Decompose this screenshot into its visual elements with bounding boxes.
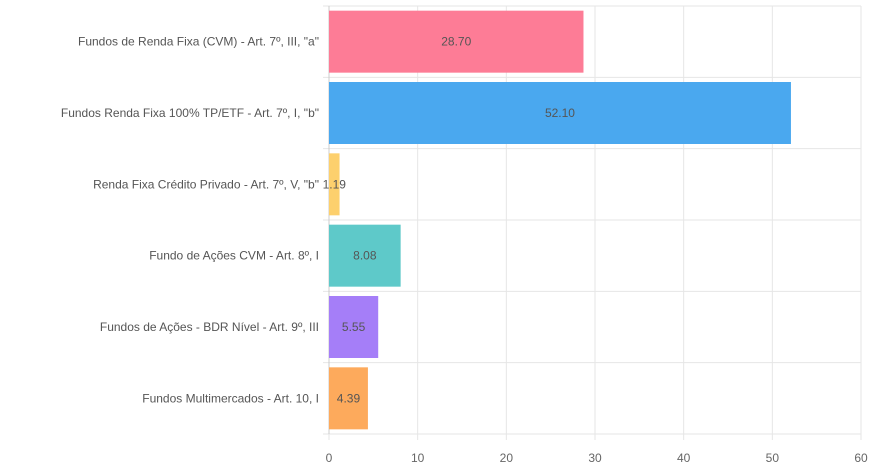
category-label: Renda Fixa Crédito Privado - Art. 7º, V,… bbox=[93, 177, 319, 191]
bar[interactable] bbox=[329, 82, 791, 144]
labels-layer: 0 10 20 30 40 50 60 Fundos de Renda Fixa (CVM) … bbox=[61, 35, 868, 465]
x-tick-label: 10 bbox=[411, 451, 425, 465]
data-label: 4.39 bbox=[337, 391, 361, 405]
category-label: Fundos Multimercados - Art. 10, I bbox=[142, 391, 319, 405]
category-label: Fundos de Renda Fixa (CVM) - Art. 7º, II… bbox=[78, 35, 319, 49]
data-label: 28.70 bbox=[441, 35, 471, 49]
category-label: Fundos de Ações - BDR Nível - Art. 9º, I… bbox=[100, 320, 319, 334]
grid-layer bbox=[323, 5, 862, 440]
bar[interactable] bbox=[329, 153, 340, 216]
data-label: 52.10 bbox=[545, 106, 575, 120]
data-label: 5.55 bbox=[342, 320, 366, 334]
x-tick-label: 20 bbox=[500, 451, 514, 465]
category-label: Fundo de Ações CVM - Art. 8º, I bbox=[149, 249, 319, 263]
bars-layer bbox=[329, 10, 791, 430]
bar[interactable] bbox=[329, 10, 584, 73]
bar[interactable] bbox=[329, 296, 379, 358]
category-label: Fundos Renda Fixa 100% TP/ETF - Art. 7º,… bbox=[61, 106, 319, 120]
data-label: 1.19 bbox=[323, 177, 347, 191]
data-label: 8.08 bbox=[353, 249, 377, 263]
x-tick-label: 0 bbox=[326, 451, 333, 465]
bar[interactable] bbox=[329, 367, 368, 430]
x-tick-label: 50 bbox=[766, 451, 780, 465]
x-tick-label: 40 bbox=[677, 451, 691, 465]
x-tick-label: 30 bbox=[588, 451, 602, 465]
x-tick-label: 60 bbox=[854, 451, 868, 465]
bar[interactable] bbox=[329, 224, 401, 287]
